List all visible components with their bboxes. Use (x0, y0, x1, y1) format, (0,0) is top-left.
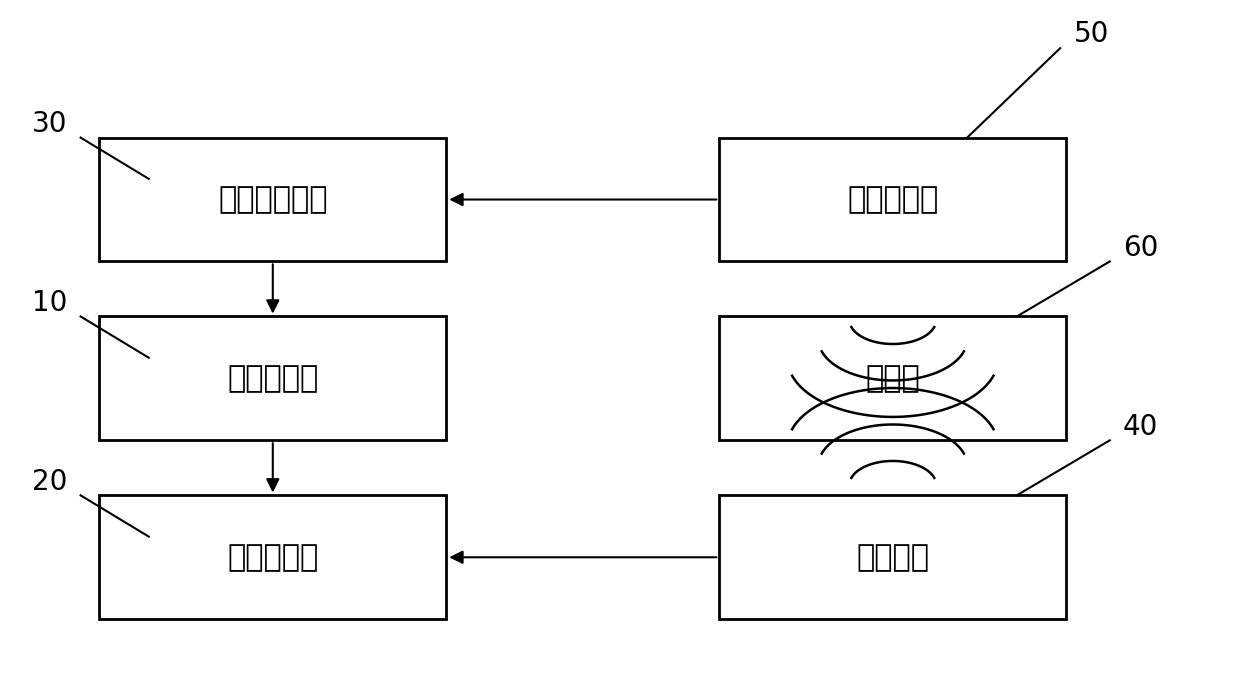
Text: 功率放大器: 功率放大器 (227, 543, 319, 572)
Text: 60: 60 (1123, 234, 1158, 261)
Text: 30: 30 (32, 110, 67, 138)
FancyBboxPatch shape (719, 138, 1066, 261)
FancyBboxPatch shape (719, 316, 1066, 440)
Text: 超声成像系统: 超声成像系统 (218, 185, 327, 214)
Text: 测试体: 测试体 (866, 364, 920, 393)
FancyBboxPatch shape (99, 138, 446, 261)
FancyBboxPatch shape (99, 495, 446, 619)
Text: 20: 20 (32, 468, 67, 495)
FancyBboxPatch shape (99, 316, 446, 440)
Text: 10: 10 (32, 289, 67, 316)
FancyBboxPatch shape (719, 495, 1066, 619)
Text: 激励线圈: 激励线圈 (857, 543, 929, 572)
Text: 50: 50 (1074, 21, 1109, 48)
Text: 40: 40 (1123, 413, 1158, 440)
Text: 函数发生器: 函数发生器 (227, 364, 319, 393)
Text: 超声换能器: 超声换能器 (847, 185, 939, 214)
